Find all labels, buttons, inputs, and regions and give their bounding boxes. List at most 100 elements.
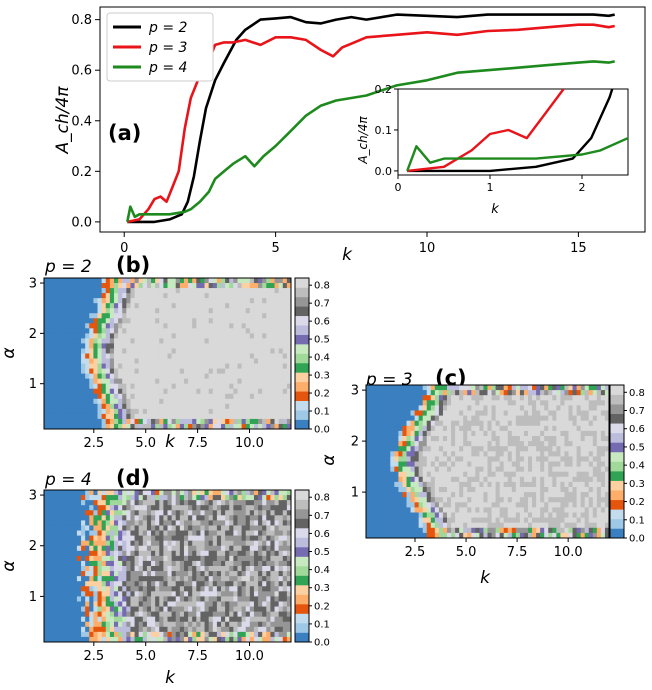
heatmap-cell [576,446,582,452]
heatmap-cell [438,507,444,513]
heatmap-cell [76,353,82,359]
heatmap-cell [564,436,569,442]
heatmap-cell [487,390,492,396]
heatmap-cell [370,405,375,411]
heatmap-cell [179,540,185,547]
heatmap-cell [122,571,127,577]
heatmap-cell [390,522,395,529]
heatmap-cell [60,368,65,375]
heatmap-cell [126,333,131,339]
heatmap-cell [548,446,553,452]
heatmap-cell [519,476,525,483]
heatmap-cell [64,408,70,415]
heatmap-cell [374,430,379,437]
heatmap-cell [560,415,565,422]
heatmap-cell [511,517,517,524]
heatmap-cell [175,408,181,415]
heatmap-cell [179,278,185,284]
heatmap-cell [278,318,284,324]
heatmap-cell [386,420,391,427]
heatmap-cell [109,388,115,395]
heatmap-cell [48,490,53,496]
heatmap-cell [208,408,214,415]
heatmap-cell [113,338,119,344]
heatmap-cell [366,441,371,447]
heatmap-cell [212,495,218,501]
heatmap-cell [438,532,444,539]
heatmap-cell [196,560,201,567]
heatmap-cell [588,502,594,508]
heatmap-cell [540,425,545,432]
heatmap-cell [604,466,610,473]
heatmap-cell [89,545,94,552]
heatmap-cell [221,288,226,294]
heatmap-cell [138,368,144,375]
heatmap-cell [48,293,53,299]
heatmap-cell [97,591,103,597]
heatmap-cell [229,298,234,304]
heatmap-cell [76,413,82,420]
heatmap-cell [237,555,242,562]
heatmap-cell [592,436,598,442]
heatmap-cell [229,423,234,430]
heatmap-cell [528,436,533,442]
heatmap-cell [572,405,577,411]
heatmap-cell [237,505,242,511]
heatmap-cell [568,502,573,508]
heatmap-cell [44,328,49,334]
heatmap-cell [604,481,610,488]
heatmap-cell [447,395,452,401]
heatmap-cell [113,333,119,339]
heatmap-cell [134,398,140,405]
heatmap-cell [216,388,222,395]
heatmap-cell [515,502,521,508]
heatmap-cell [459,451,464,457]
heatmap-cell [52,338,57,344]
heatmap-cell [204,560,210,567]
heatmap-cell [155,288,160,294]
heatmap-cell [426,410,432,416]
heatmap-cell [286,413,292,420]
heatmap-cell [418,497,424,503]
heatmap-cell [216,303,222,309]
panel-b-xlabel: k [165,432,176,452]
heatmap-cell [266,418,271,425]
heatmap-cell [118,535,123,542]
heatmap-cell [44,373,49,380]
heatmap-cell [519,395,525,401]
heatmap-cell [64,525,70,531]
heatmap-cell [382,425,387,432]
heatmap-cell [216,550,222,557]
heatmap-cell [64,413,70,420]
heatmap-cell [72,545,78,552]
heatmap-cell [487,487,492,493]
heatmap-cell [122,495,127,501]
heatmap-cell [266,535,271,542]
heatmap-cell [278,403,284,410]
heatmap-cell [426,471,432,478]
heatmap-cell [262,566,267,572]
heatmap-cell [52,413,57,420]
heatmap-cell [519,492,525,498]
heatmap-cell [44,540,49,547]
heatmap-cell [179,500,185,506]
heatmap-cell [171,413,177,420]
heatmap-cell [532,451,537,457]
heatmap-cell [382,527,387,534]
heatmap-cell [196,328,201,334]
heatmap-cell [179,550,185,557]
heatmap-cell [266,408,271,415]
heatmap-cell [64,418,70,425]
heatmap-cell [163,373,168,380]
heatmap-cell [418,405,424,411]
heatmap-cell [266,520,271,526]
heatmap-cell [237,318,242,324]
heatmap-cell [76,515,82,521]
heatmap-cell [93,530,98,536]
heatmap-cell [410,441,415,447]
heatmap-cell [366,502,371,508]
heatmap-cell [576,390,582,396]
heatmap-cell [175,576,181,582]
heatmap-cell [487,512,492,518]
heatmap-cell [167,571,173,577]
